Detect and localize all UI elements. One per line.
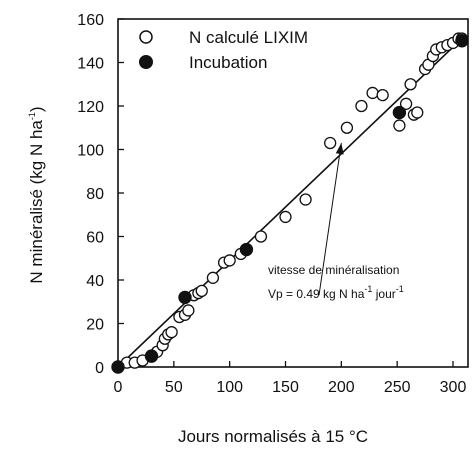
incubation-point [239, 242, 254, 257]
legend-marker-filled [139, 55, 153, 69]
lixim-point [366, 86, 379, 100]
regression-line-group [117, 37, 463, 368]
y-tick-label: 40 [86, 273, 104, 290]
x-tick-label: 50 [165, 379, 183, 396]
plot-frame [117, 18, 469, 368]
annotation: vitesse de minéralisation Vp = 0.49 kg N… [268, 142, 404, 301]
y-tick-label: 100 [77, 143, 104, 160]
y-axis-ticks: 0 20 40 60 80 100 120 140 160 [77, 12, 124, 377]
lixim-point [206, 271, 220, 284]
annotation-arrowhead [335, 142, 344, 155]
lixim-point [299, 193, 312, 206]
incubation-point [455, 34, 469, 48]
incubation-point [111, 360, 125, 374]
plot-border [117, 18, 469, 368]
lixim-point [165, 326, 178, 339]
lixim-point [404, 78, 417, 91]
y-tick-label: 80 [86, 186, 104, 203]
regression-line [117, 37, 463, 368]
lixim-point [279, 210, 292, 224]
lixim-point [254, 230, 268, 243]
legend-marker-open [139, 30, 153, 44]
lixim-point [411, 106, 424, 119]
lixim-point [393, 119, 406, 132]
lixim-point [355, 99, 368, 113]
lixim-point [223, 254, 236, 267]
data-points [111, 32, 469, 374]
x-axis-ticks: 0 50 100 150 200 250 300 [114, 361, 467, 396]
y-tick-label: 60 [86, 230, 104, 247]
incubation-point [392, 105, 407, 120]
legend: N calculé LIXIM Incubation [139, 28, 308, 72]
y-tick-label: 160 [77, 12, 104, 29]
lixim-point [182, 304, 195, 317]
x-axis-title: Jours normalisés à 15 °C [178, 427, 368, 446]
lixim-point [376, 88, 389, 102]
lixim-point [399, 97, 413, 110]
incubation-point [144, 349, 159, 363]
lixim-point [195, 284, 208, 298]
x-tick-label: 150 [272, 379, 299, 396]
x-tick-label: 300 [440, 379, 467, 396]
annotation-arrow [318, 142, 342, 296]
x-tick-label: 200 [328, 379, 355, 396]
y-tick-label: 120 [77, 99, 104, 116]
annotation-line-1: vitesse de minéralisation [268, 263, 399, 277]
annotation-line-2: Vp = 0.49 kg N ha-1 jour-1 [268, 284, 404, 301]
lixim-point [340, 121, 354, 134]
y-tick-label: 20 [86, 317, 104, 334]
x-tick-label: 100 [216, 379, 243, 396]
lixim-point [324, 136, 337, 150]
incubation-point [178, 290, 192, 305]
y-axis-title: N minéralisé (kg N ha-1) [27, 106, 46, 283]
legend-label-incubation: Incubation [189, 53, 267, 72]
y-tick-label: 140 [77, 56, 104, 73]
x-tick-label: 0 [114, 379, 123, 396]
x-tick-label: 250 [384, 379, 411, 396]
y-tick-label: 0 [95, 360, 104, 377]
legend-label-lixim: N calculé LIXIM [189, 28, 308, 47]
